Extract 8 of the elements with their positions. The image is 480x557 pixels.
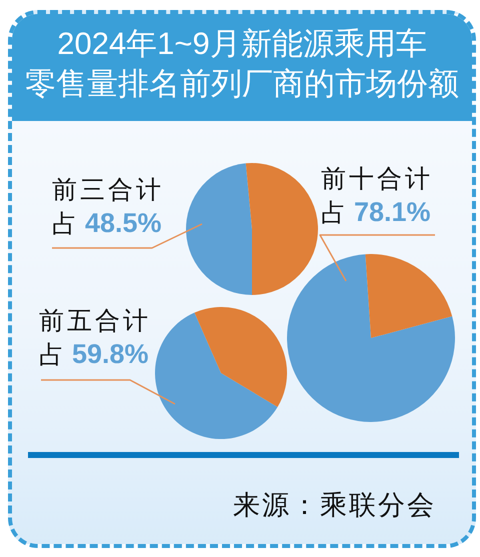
source-note: 来源：乘联分会	[233, 489, 436, 523]
slice-label: 前十合计	[321, 163, 433, 195]
text: 2024年1~9月新能源乘用车零售量排名前列厂商的市场份额	[24, 25, 460, 103]
data-label: 占 78.1%	[321, 197, 431, 227]
data-label: 占 48.5%	[52, 208, 162, 238]
slice-label: 前五合计	[39, 305, 151, 337]
slice-label: 前三合计	[52, 174, 164, 206]
data-label: 占 59.8%	[39, 339, 149, 369]
